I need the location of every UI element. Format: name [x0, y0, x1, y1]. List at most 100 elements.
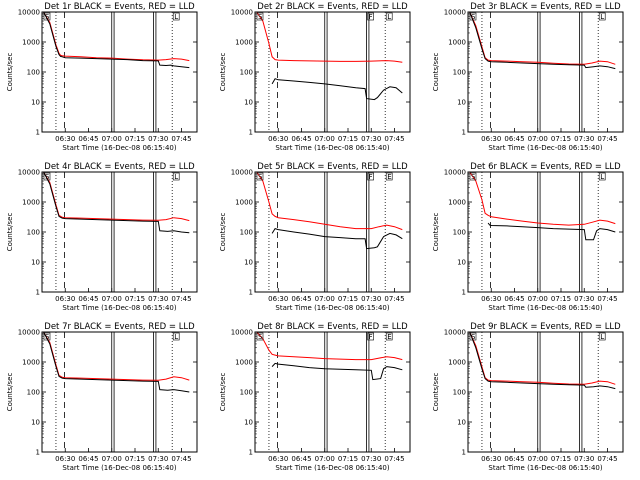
y-tick-label: 1000 [22, 359, 40, 367]
x-tick-label: 06:45 [78, 135, 98, 143]
panel-title: Det 6r BLACK = Events, RED = LLD [470, 162, 621, 172]
y-tick-label: 1000 [448, 359, 466, 367]
x-tick-label: 06:45 [78, 455, 98, 463]
y-tick-label: 10 [31, 99, 40, 107]
x-tick-label: 07:15 [125, 295, 145, 303]
flag-label: S [45, 173, 50, 181]
flag-label: S [45, 333, 50, 341]
y-tick-label: 10000 [444, 9, 466, 17]
x-tick-label: 06:45 [291, 135, 311, 143]
y-tick-label: 10 [244, 99, 253, 107]
y-tick-label: 10000 [18, 329, 40, 337]
y-tick-label: 100 [27, 69, 40, 77]
x-tick-label: 07:45 [597, 135, 617, 143]
y-tick-label: 100 [240, 389, 253, 397]
plot-frame [467, 171, 624, 293]
flag-label: L [600, 173, 604, 181]
x-tick-label: 07:45 [171, 295, 191, 303]
x-tick-label: 07:45 [384, 295, 404, 303]
x-tick-label: 07:00 [528, 295, 548, 303]
y-tick-label: 1 [462, 129, 466, 137]
series-lld-line [43, 332, 190, 381]
x-tick-label: 06:45 [291, 455, 311, 463]
x-tick-label: 07:45 [597, 295, 617, 303]
series-lld-line [43, 12, 190, 62]
plot-area [43, 12, 190, 132]
flag-label: S [471, 173, 476, 181]
plot-frame [467, 331, 624, 453]
y-axis-label: Counts/sec [219, 53, 227, 92]
x-tick-label: 06:30 [268, 135, 288, 143]
series-events-line [43, 12, 190, 69]
y-tick-label: 1 [462, 289, 466, 297]
panel-title: Det 8r BLACK = Events, RED = LLD [257, 322, 408, 332]
y-tick-label: 10000 [444, 169, 466, 177]
x-tick-label: 07:15 [551, 295, 571, 303]
x-tick-label: 07:00 [102, 295, 122, 303]
y-axis-label: Counts/sec [219, 373, 227, 412]
y-axis-label: Counts/sec [432, 213, 440, 252]
x-tick-label: 07:00 [528, 135, 548, 143]
x-axis-label: Start Time (16-Dec-08 06:15:40) [62, 144, 176, 152]
y-tick-label: 100 [27, 229, 40, 237]
plot-area [469, 172, 616, 292]
plot-frame [41, 171, 198, 293]
x-axis-label: Start Time (16-Dec-08 06:15:40) [275, 464, 389, 472]
series-lld-line [469, 172, 616, 226]
flag-box [172, 172, 180, 181]
plot-area [43, 332, 190, 452]
x-tick-label: 06:30 [268, 295, 288, 303]
flag-label: E [387, 173, 391, 181]
y-tick-label: 1000 [448, 39, 466, 47]
y-tick-label: 10 [31, 259, 40, 267]
series-events-line [271, 78, 403, 101]
x-tick-label: 07:45 [171, 455, 191, 463]
y-tick-label: 10000 [444, 329, 466, 337]
plot-area [43, 172, 190, 292]
x-tick-label: 06:30 [55, 455, 75, 463]
y-tick-label: 10000 [231, 9, 253, 17]
flag-box [385, 12, 393, 21]
flag-box [367, 332, 374, 341]
y-axis-label: Counts/sec [6, 53, 14, 92]
y-tick-label: 1 [249, 129, 253, 137]
panel-title: Det 2r BLACK = Events, RED = LLD [257, 2, 408, 12]
panel-title: Det 5r BLACK = Events, RED = LLD [257, 162, 408, 172]
x-tick-label: 07:30 [361, 135, 381, 143]
x-tick-label: 07:15 [338, 135, 358, 143]
series-lld-line [469, 332, 616, 385]
flag-label: F [369, 13, 373, 21]
series-lld-line [256, 172, 403, 231]
flag-box [172, 332, 180, 341]
y-tick-label: 1000 [235, 39, 253, 47]
x-axis-label: Start Time (16-Dec-08 06:15:40) [488, 144, 602, 152]
flag-label: S [471, 13, 476, 21]
plot-frame [254, 331, 411, 453]
y-tick-label: 10000 [18, 9, 40, 17]
series-events-line [43, 332, 190, 393]
panel-title: Det 7r BLACK = Events, RED = LLD [44, 322, 195, 332]
y-tick-label: 100 [27, 389, 40, 397]
panel-title: Det 3r BLACK = Events, RED = LLD [470, 2, 621, 12]
flag-box [367, 172, 374, 181]
plot-frame [467, 11, 624, 133]
x-tick-label: 06:30 [481, 295, 501, 303]
y-axis-label: Counts/sec [6, 373, 14, 412]
flag-box [385, 332, 393, 341]
y-tick-label: 1 [36, 449, 40, 457]
y-tick-label: 1000 [22, 199, 40, 207]
y-tick-label: 10 [457, 99, 466, 107]
flag-box [598, 12, 606, 21]
y-tick-label: 100 [453, 69, 466, 77]
y-tick-label: 1000 [235, 359, 253, 367]
x-tick-label: 07:30 [361, 455, 381, 463]
flag-label: F [369, 333, 373, 341]
series-events-line [43, 172, 190, 234]
x-tick-label: 06:30 [481, 455, 501, 463]
x-tick-label: 07:45 [384, 135, 404, 143]
